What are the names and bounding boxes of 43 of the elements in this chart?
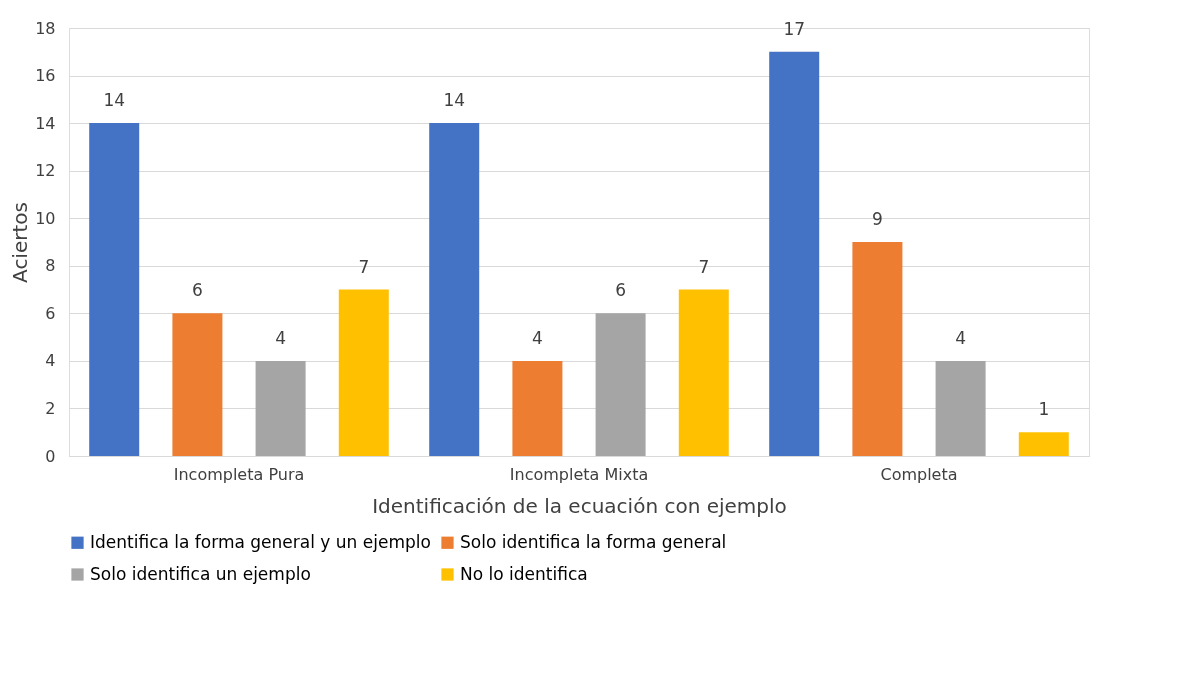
legend-label: Solo identifica un ejemplo xyxy=(90,563,311,584)
x-tick-label: Incompleta Pura xyxy=(173,464,305,484)
bar xyxy=(935,360,986,456)
x-tick-label: Incompleta Mixta xyxy=(509,464,649,484)
y-tick-label: 16 xyxy=(35,66,56,86)
data-label: 7 xyxy=(358,256,370,277)
y-tick-label: 14 xyxy=(35,113,56,133)
x-axis-title: Identificación de la ecuación con ejemplo xyxy=(372,493,787,518)
legend-label: Solo identifica la forma general xyxy=(460,531,727,552)
data-label: 4 xyxy=(531,327,543,348)
data-label: 14 xyxy=(103,90,126,111)
bar xyxy=(338,289,389,456)
x-tick-label: Completa xyxy=(880,464,958,484)
bar xyxy=(769,51,820,456)
legend-label: No lo identifica xyxy=(460,563,588,584)
y-tick-label: 6 xyxy=(45,303,56,323)
data-label: 14 xyxy=(443,90,466,111)
bar xyxy=(595,313,646,456)
data-label: 17 xyxy=(783,18,806,39)
data-label: 1 xyxy=(1038,399,1050,420)
y-tick-label: 8 xyxy=(45,256,56,276)
data-label: 4 xyxy=(955,327,967,348)
data-label: 9 xyxy=(871,209,883,229)
bar xyxy=(1018,432,1069,456)
y-tick-label: 10 xyxy=(35,208,56,228)
y-axis-title: Aciertos xyxy=(8,202,33,283)
bar xyxy=(852,242,903,456)
data-label: 6 xyxy=(615,280,627,301)
y-tick-label: 12 xyxy=(35,161,56,181)
bar xyxy=(255,360,306,456)
y-tick-label: 18 xyxy=(35,18,56,38)
bar xyxy=(429,123,480,456)
legend-label: Identifica la forma general y un ejemplo xyxy=(90,531,431,552)
data-label: 6 xyxy=(191,280,203,301)
bar xyxy=(89,123,140,456)
data-label: 7 xyxy=(698,256,710,277)
data-label: 4 xyxy=(275,327,287,348)
bar xyxy=(172,313,223,456)
bar xyxy=(512,360,563,456)
y-tick-label: 4 xyxy=(45,351,56,371)
y-tick-label: 0 xyxy=(45,446,56,466)
y-tick-label: 2 xyxy=(45,398,56,418)
bar xyxy=(678,289,729,456)
